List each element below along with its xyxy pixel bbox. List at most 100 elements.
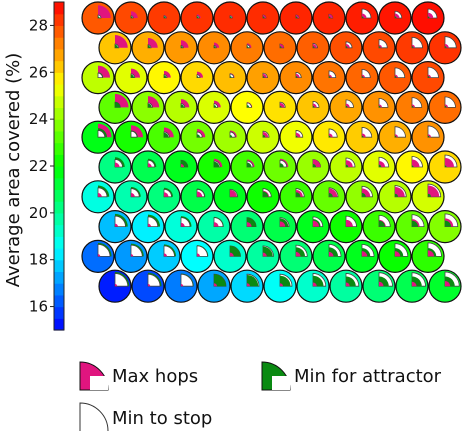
min-for-attractor-wedge [379, 46, 381, 48]
min-for-attractor-wedge [296, 16, 298, 18]
colorbar-segment [54, 212, 64, 226]
min-to-stop-wedge [411, 97, 423, 108]
colorbar-segment [54, 154, 64, 167]
min-for-attractor-wedge [362, 193, 366, 197]
min-for-attractor-wedge [362, 135, 364, 138]
hex-cell [345, 60, 379, 95]
min-for-attractor-wedge [445, 165, 447, 167]
min-for-attractor-wedge [280, 275, 291, 287]
colorbar-segment [54, 248, 64, 261]
min-for-attractor-wedge [346, 46, 348, 48]
hex-cell [378, 60, 412, 95]
hex-cell [312, 1, 346, 35]
min-for-attractor-wedge [181, 46, 183, 48]
colorbar-tick-label: 24 [29, 110, 48, 128]
max-hops-wedge [98, 254, 101, 257]
max-hops-wedge [428, 185, 440, 197]
max-hops-wedge [164, 192, 169, 197]
min-for-attractor-wedge [412, 105, 414, 108]
max-hops-wedge [115, 162, 120, 167]
max-hops-wedge [181, 222, 185, 227]
hex-cell [131, 269, 165, 303]
min-for-attractor-wedge [346, 105, 348, 108]
hex-cell [345, 180, 379, 214]
min-for-attractor-wedge [263, 134, 266, 138]
hex-cell [213, 120, 247, 154]
colorbar-segment [54, 142, 64, 155]
hex-cell [411, 1, 445, 35]
min-to-stop-wedge [444, 96, 456, 108]
min-to-stop-wedge [97, 72, 103, 78]
hex-cell [378, 120, 412, 154]
min-for-attractor-wedge [445, 105, 447, 108]
min-for-attractor-wedge [247, 162, 252, 167]
colorbar-segment [54, 306, 64, 319]
hex-cell [213, 180, 247, 214]
hex-cell [131, 150, 165, 184]
hex-cell [147, 180, 181, 214]
hex-cell [345, 239, 379, 273]
hex-cell [395, 150, 429, 184]
min-to-stop-wedge [444, 36, 457, 49]
hex-cell [362, 90, 396, 125]
colorbar-segment [54, 283, 64, 296]
min-to-stop-wedge [394, 126, 406, 138]
min-for-attractor-wedge [148, 103, 152, 108]
hex-cell [312, 60, 346, 95]
hex-cell [312, 239, 346, 273]
min-for-attractor-wedge [313, 46, 315, 48]
max-hops-wedge [346, 219, 353, 227]
colorbar-segment [54, 13, 64, 27]
max-hops-wedge [115, 223, 118, 227]
hex-cell [362, 210, 396, 244]
hex-cell [213, 1, 247, 35]
hex-cell [230, 210, 264, 244]
min-to-stop-wedge [163, 245, 175, 257]
hex-cell [147, 239, 181, 273]
max-hops-wedge [164, 253, 167, 257]
max-hops-wedge [131, 193, 135, 197]
min-for-attractor-wedge [263, 191, 269, 197]
hex-cell [230, 269, 264, 303]
colorbar-segment [54, 259, 64, 273]
hex-cell [197, 150, 231, 184]
min-to-stop-wedge [130, 244, 143, 257]
min-to-stop-wedge [180, 273, 194, 287]
hex-cell [213, 60, 247, 95]
min-to-stop-wedge [97, 130, 106, 138]
hex-cell [378, 1, 412, 35]
min-for-attractor-wedge [296, 192, 301, 197]
max-hops-wedge [280, 102, 285, 108]
max-hops-wedge [148, 223, 151, 227]
max-hops-wedge [197, 191, 203, 197]
colorbar-segment [54, 166, 64, 179]
colorbar-tick-label: 20 [29, 204, 48, 222]
colorbar-segment [54, 72, 64, 85]
hex-cell [180, 180, 214, 214]
min-for-attractor-wedge [115, 44, 118, 48]
hex-cell [246, 180, 280, 214]
hex-cell [362, 150, 396, 184]
max-hops-wedge [428, 12, 434, 18]
hex-cell [197, 269, 231, 303]
hex-cell [312, 120, 346, 154]
max-hops-wedge [362, 13, 367, 18]
min-for-attractor-wedge [296, 76, 298, 78]
colorbar-ticks: 16 18 20 22 24 26 28 [29, 16, 54, 316]
hex-cell [131, 90, 165, 125]
hex-cell [246, 60, 280, 95]
legend-swatch-cutout [272, 376, 290, 390]
hex-cell [81, 120, 115, 154]
hex-cell [279, 239, 313, 273]
hex-cell [362, 269, 396, 303]
hex-cell [98, 31, 132, 65]
cell-grid [81, 1, 462, 303]
min-for-attractor-wedge [428, 16, 430, 18]
hex-cell [296, 90, 330, 125]
colorbar-segment [54, 95, 64, 109]
hex-cell [411, 239, 445, 273]
hex-cell [147, 1, 181, 35]
min-for-attractor-wedge [148, 45, 151, 48]
colorbar-segment [54, 25, 64, 38]
min-for-attractor-wedge [181, 104, 184, 108]
